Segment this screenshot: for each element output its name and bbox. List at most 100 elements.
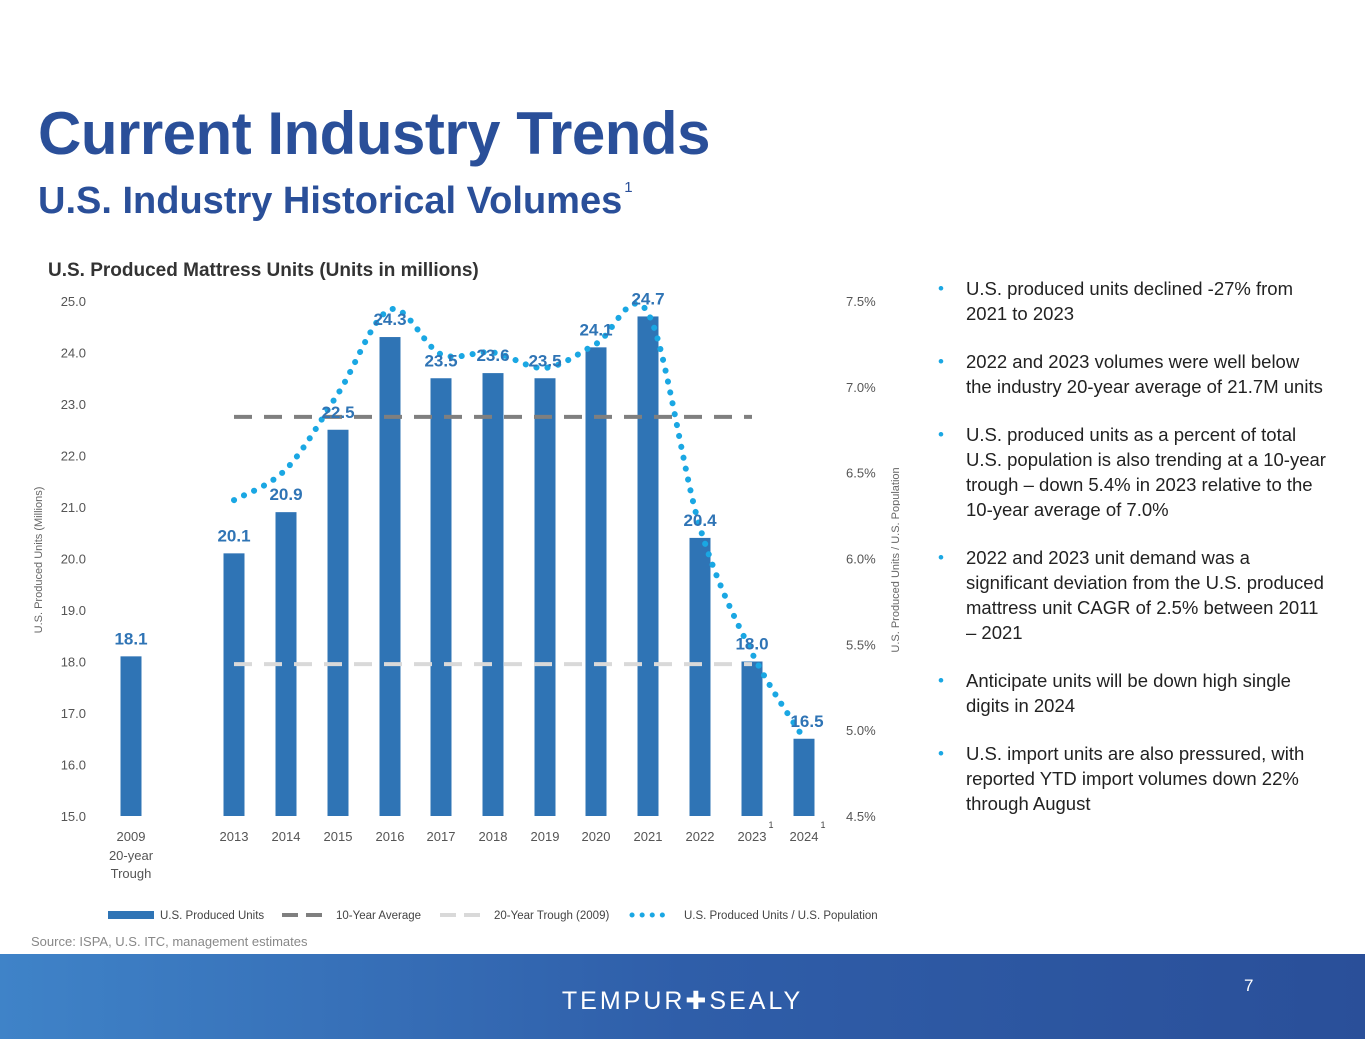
y2-tick-label: 7.5% [846,294,876,309]
bullet-text: 2022 and 2023 unit demand was a signific… [966,547,1324,643]
bullet-dot-icon: • [938,744,944,763]
bullet-dot-icon: • [938,279,944,298]
data-label-2023: 18.0 [735,635,768,654]
y2-tick-label: 7.0% [846,380,876,395]
data-label-2020: 24.1 [579,320,612,339]
bar-2015 [327,429,349,816]
bar-2013 [223,553,245,816]
y2-tick-label: 5.5% [846,637,876,652]
data-label-2014: 20.9 [269,485,302,504]
bar-2023 [741,661,763,816]
data-label-2013: 20.1 [217,526,250,545]
x-tick-label: 2019 [531,829,560,844]
x-tick-label: 2009 [117,829,146,844]
data-labels: 18.1 20.1 20.9 22.5 24.3 23.5 23.6 23.5 24.1 24.7… [114,289,823,730]
x-tick-label: 2021 [634,829,663,844]
bullet-text: U.S. produced units as a percent of tota… [966,424,1326,520]
legend-label-ratio: U.S. Produced Units / U.S. Population [684,910,878,922]
bullet-text: U.S. import units are also pressured, wi… [966,743,1305,814]
bullet-dot-icon: • [938,425,944,444]
bullet-text: 2022 and 2023 volumes were well below th… [966,351,1323,397]
bullet-item: • 2022 and 2023 unit demand was a signifi… [938,545,1328,645]
bullet-item: • Anticipate units will be down high sing… [938,668,1328,718]
y-tick-label: 16.0 [61,758,86,773]
page-number: 7 [1244,976,1254,995]
bullet-dot-icon: • [938,352,944,371]
x-tick-sublabel: Trough [111,866,152,881]
y2-tick-label: 5.0% [846,723,876,738]
bar-2024 [793,738,815,816]
page-subtitle: U.S. Industry Historical Volumes 1 [38,179,633,222]
x-tick-label: 2018 [479,829,508,844]
y2-tick-label: 6.0% [846,552,876,567]
data-label-2022: 20.4 [683,511,717,530]
legend-label-units: U.S. Produced Units [160,910,264,922]
data-label-2015: 22.5 [321,403,354,422]
bar-2016 [379,337,401,816]
legend-swatch-units [108,911,154,919]
x-tick-label: 2023 [738,829,767,844]
x-tick-label: 2022 [686,829,715,844]
x-tick-label: 2017 [427,829,456,844]
bar-2018 [482,373,504,816]
y-tick-label: 20.0 [61,552,86,567]
data-label-2024: 16.5 [790,712,823,731]
x-tick-footnote: 1 [768,820,773,830]
bullet-text: U.S. produced units declined -27% from 2… [966,278,1294,324]
y-axis-title-right: U.S. Produced Units / U.S. Population [890,467,900,652]
data-label-2018: 23.6 [476,346,509,365]
bullet-text: Anticipate units will be down high singl… [966,670,1291,716]
y-axis-left: 15.0 16.0 17.0 18.0 19.0 20.0 21.0 22.0 23.0 24.0… [61,294,86,824]
data-label-2017: 23.5 [424,351,457,370]
x-tick-label: 2013 [220,829,249,844]
y-tick-label: 22.0 [61,449,86,464]
bar-2017 [430,378,452,816]
y-tick-label: 18.0 [61,655,86,670]
y-tick-label: 15.0 [61,809,86,824]
bullet-item: • 2022 and 2023 volumes were well below t… [938,349,1328,399]
subtitle-footnote: 1 [624,179,633,196]
bar-2021 [637,316,659,816]
footer-band: TEMPUR✚SEALY 7 [0,954,1365,1039]
ratio-line [231,300,807,742]
y-tick-label: 17.0 [61,706,86,721]
bar-2022 [689,537,711,816]
y-tick-label: 19.0 [61,603,86,618]
legend-label-trough: 20-Year Trough (2009) [494,910,609,922]
chart-title: U.S. Produced Mattress Units (Units in m… [48,260,479,281]
bar-2019 [534,378,556,816]
bullet-item: • U.S. produced units declined -27% from … [938,276,1328,326]
ratio-series [231,300,807,742]
bar-2014 [275,512,297,816]
legend-label-average: 10-Year Average [336,910,421,922]
chart-legend: U.S. Produced Units 10-Year Average 20-Yea… [108,910,878,922]
x-tick-sublabel: 20-year [109,848,154,863]
subtitle-text: U.S. Industry Historical Volumes [38,180,623,222]
bullet-item: • U.S. import units are also pressured, w… [938,741,1328,816]
bar-2009 [120,656,142,816]
reference-lines [234,414,752,667]
y-tick-label: 23.0 [61,397,86,412]
bullet-list: • U.S. produced units declined -27% from … [938,276,1328,839]
bullet-dot-icon: • [938,671,944,690]
x-tick-label: 2014 [272,829,301,844]
bar-2020 [585,347,607,816]
y-tick-label: 24.0 [61,346,86,361]
data-label-2016: 24.3 [373,310,406,329]
data-label-2009: 18.1 [114,629,147,648]
bullet-item: • U.S. produced units as a percent of tot… [938,422,1328,522]
x-tick-label: 2024 [790,829,819,844]
x-axis: 2009 20-year Trough 2013 2014 2015 2016 2017 201… [109,820,826,881]
x-tick-label: 2016 [376,829,405,844]
bullet-dot-icon: • [938,548,944,567]
y-axis-title-left: U.S. Produced Units (Millions) [33,487,45,634]
data-label-2021: 24.7 [631,289,664,308]
source-note: Source: ISPA, U.S. ITC, management estim… [31,934,308,949]
y2-tick-label: 4.5% [846,809,876,824]
y-tick-label: 25.0 [61,294,86,309]
page-title: Current Industry Trends [38,100,710,167]
x-tick-label: 2020 [582,829,611,844]
brand-logo: TEMPUR✚SEALY [561,987,804,1015]
y-tick-label: 21.0 [61,500,86,515]
y2-tick-label: 6.5% [846,466,876,481]
